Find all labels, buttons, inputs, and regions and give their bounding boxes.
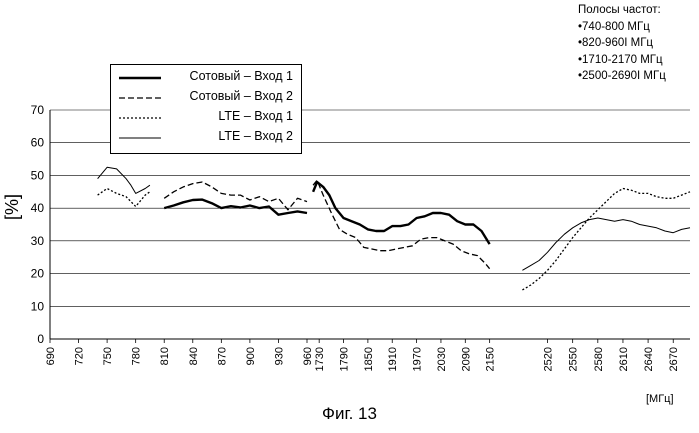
- x-tick-label: 2150: [485, 347, 497, 371]
- y-tick-label: 70: [31, 103, 45, 117]
- y-tick-label: 0: [37, 332, 44, 346]
- x-tick-label: 870: [216, 347, 228, 365]
- legend-swatch-cellular-1: [117, 72, 163, 84]
- band-item: 820-960І МГц: [578, 35, 666, 52]
- x-tick-label: 1850: [363, 347, 375, 371]
- legend-entry: Сотовый – Вход 1: [117, 69, 297, 87]
- x-tick-label: 1970: [412, 347, 424, 371]
- series-line-3: [522, 218, 690, 270]
- legend-entry: LTE – Вход 1: [117, 109, 297, 127]
- x-tick-label: 2670: [668, 347, 680, 371]
- figure-caption: Фиг. 13: [0, 404, 699, 424]
- band-item: 1710-2170 МГц: [578, 52, 666, 69]
- frequency-bands-box: Полосы частот: 740-800 МГц 820-960І МГц …: [578, 2, 666, 85]
- x-tick-label: 2520: [543, 347, 555, 371]
- x-tick-label: 1790: [339, 347, 351, 371]
- legend-entry: Сотовый – Вход 2: [117, 89, 297, 107]
- legend-label: LTE – Вход 1: [218, 109, 293, 123]
- legend-label: Сотовый – Вход 1: [190, 69, 293, 83]
- y-tick-label: 50: [31, 168, 45, 182]
- y-tick-label: 60: [31, 136, 45, 150]
- y-tick-label: 30: [31, 234, 45, 248]
- x-tick-label: 2610: [618, 347, 630, 371]
- x-tick-label: 750: [102, 347, 114, 365]
- chart-legend: Сотовый – Вход 1 Сотовый – Вход 2 LTE – …: [110, 64, 302, 154]
- x-tick-label: 780: [131, 347, 143, 365]
- x-tick-label: 2550: [568, 347, 580, 371]
- series-line-2: [522, 189, 690, 290]
- legend-label: Сотовый – Вход 2: [190, 89, 293, 103]
- x-tick-label: 2640: [643, 347, 655, 371]
- series-line-2: [98, 189, 150, 207]
- series-layer: [98, 167, 690, 290]
- y-tick-label: 10: [31, 299, 45, 313]
- y-tick-label: 40: [31, 201, 45, 215]
- band-item: 740-800 МГц: [578, 19, 666, 36]
- legend-swatch-lte-1: [117, 112, 163, 124]
- x-tick-label: 840: [188, 347, 200, 365]
- x-tick-label: 810: [159, 347, 171, 365]
- x-tick-label: 1910: [387, 347, 399, 371]
- x-tick-label: 960: [302, 347, 314, 365]
- frequency-bands-title: Полосы частот:: [578, 2, 666, 19]
- x-tick-labels: 690 720 750 780 810 840 870 900 930 9601730 1790 18…: [45, 347, 680, 371]
- y-axis-title: [%]: [2, 194, 23, 220]
- legend-swatch-cellular-2: [117, 92, 163, 104]
- x-tick-label: 2580: [593, 347, 605, 371]
- y-tick-labels: 0 10 20 30 40 50 60 70: [31, 103, 45, 346]
- series-line-0: [313, 182, 490, 244]
- legend-swatch-lte-2: [117, 132, 163, 144]
- x-tick-label: 690: [45, 347, 57, 365]
- x-tick-label: 930: [273, 347, 285, 365]
- band-item: 2500-2690І МГц: [578, 68, 666, 85]
- y-tick-label: 20: [31, 267, 45, 281]
- series-line-1: [164, 182, 307, 210]
- legend-label: LTE – Вход 2: [218, 129, 293, 143]
- x-tick-label: 2090: [460, 347, 472, 371]
- legend-entry: LTE – Вход 2: [117, 129, 297, 147]
- x-tick-label: 2030: [436, 347, 448, 371]
- x-tick-label: 720: [74, 347, 86, 365]
- x-tick-label: 1730: [314, 347, 326, 371]
- x-tick-label: 900: [245, 347, 257, 365]
